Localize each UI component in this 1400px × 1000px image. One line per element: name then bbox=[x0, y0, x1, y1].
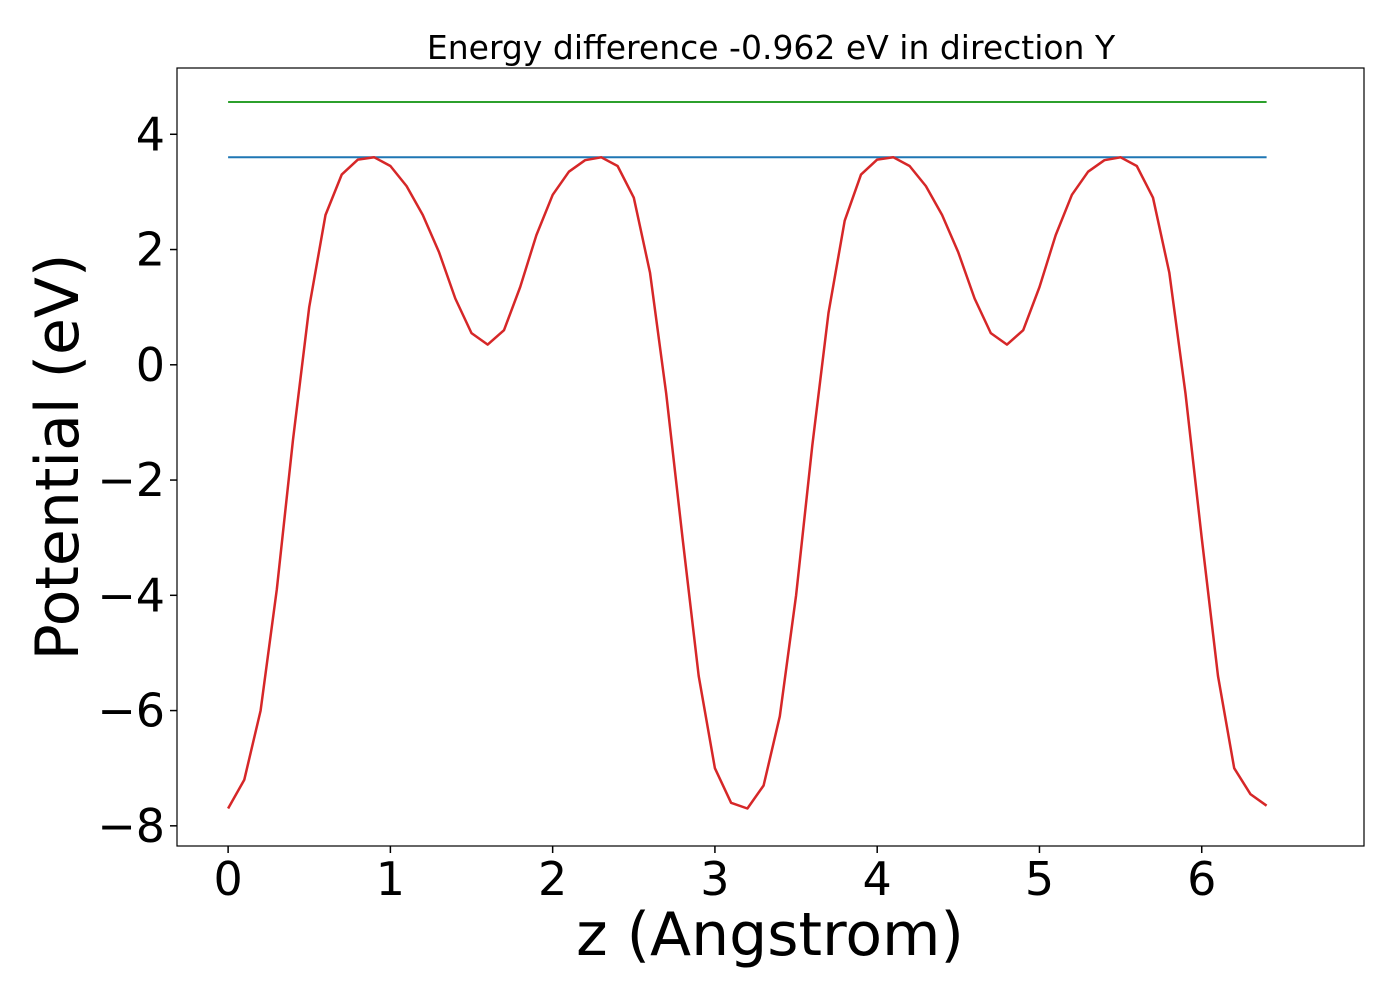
x-tick-label: 5 bbox=[1025, 852, 1054, 906]
y-tick-label: −8 bbox=[97, 799, 165, 853]
y-tick-label: 0 bbox=[136, 338, 165, 392]
x-tick-label: 3 bbox=[700, 852, 729, 906]
x-axis: 0 1 2 3 4 5 6 bbox=[213, 846, 1216, 906]
series-line-3 bbox=[227, 156, 1268, 810]
y-tick-label: −6 bbox=[97, 684, 165, 738]
y-axis-label: Potential (eV) bbox=[23, 254, 93, 661]
y-tick-label: 2 bbox=[136, 223, 165, 277]
x-tick-label: 1 bbox=[376, 852, 405, 906]
x-tick-label: 0 bbox=[213, 852, 242, 906]
x-tick-label: 6 bbox=[1187, 852, 1216, 906]
chart-title: Energy difference -0.962 eV in direction… bbox=[427, 28, 1116, 67]
y-tick-label: 4 bbox=[136, 107, 165, 161]
plot-lines bbox=[227, 101, 1268, 810]
plot-frame bbox=[176, 67, 1365, 847]
y-tick-label: −4 bbox=[97, 568, 165, 622]
y-tick-label: −2 bbox=[97, 453, 165, 507]
x-tick-label: 2 bbox=[538, 852, 567, 906]
y-axis: 4 2 0 −2 −4 −6 −8 bbox=[97, 107, 177, 853]
x-tick-label: 4 bbox=[863, 852, 892, 906]
x-axis-label: z (Angstrom) bbox=[576, 900, 964, 970]
